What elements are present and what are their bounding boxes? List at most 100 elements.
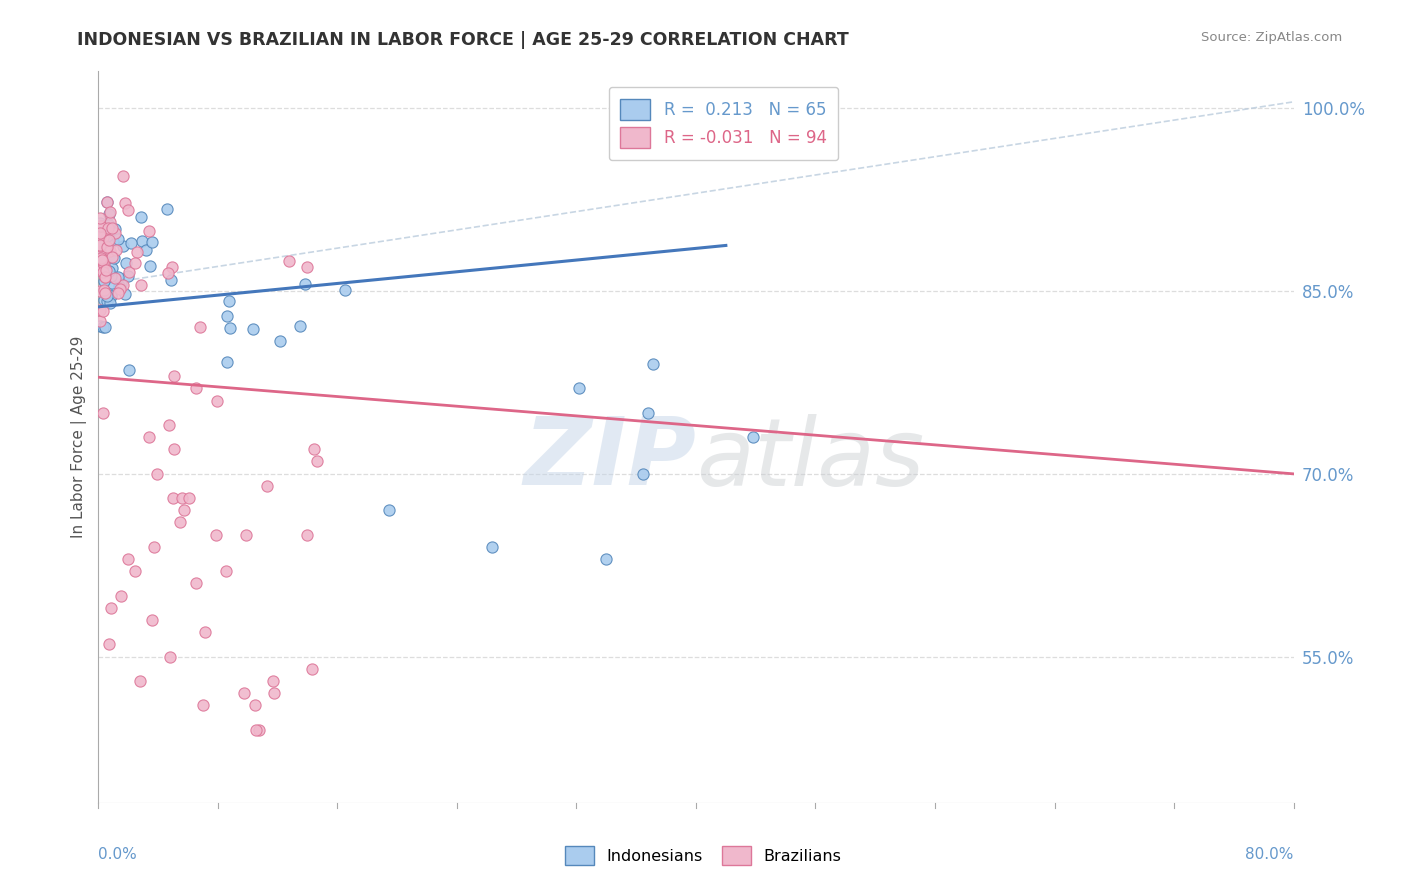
Point: [89, 303, 111, 318]
Point: [107, 270, 129, 285]
Text: ZIP: ZIP: [523, 413, 696, 505]
Point: [262, 673, 284, 688]
Point: [94, 286, 117, 301]
Point: [89, 228, 111, 243]
Point: [157, 266, 180, 280]
Point: [90, 235, 112, 250]
Point: [98, 215, 121, 229]
Point: [90, 252, 112, 266]
Point: [100, 268, 122, 283]
Point: [96, 289, 118, 303]
Point: [98, 637, 121, 651]
Point: [96, 194, 118, 209]
Point: [96, 194, 118, 209]
Point: [89, 254, 111, 268]
Point: [290, 318, 312, 333]
Point: [131, 210, 153, 224]
Point: [129, 277, 152, 292]
Point: [142, 540, 165, 554]
Point: [173, 503, 195, 517]
Point: [637, 406, 659, 420]
Point: [219, 321, 242, 335]
Point: [191, 698, 214, 713]
Point: [135, 243, 157, 257]
Point: [110, 277, 132, 291]
Point: [91, 219, 114, 234]
Point: [89, 314, 111, 328]
Point: [98, 204, 121, 219]
Point: [186, 381, 208, 395]
Point: [184, 576, 207, 591]
Point: [96, 229, 118, 244]
Y-axis label: In Labor Force | Age 25-29: In Labor Force | Age 25-29: [72, 336, 87, 538]
Point: [205, 393, 228, 408]
Point: [94, 270, 117, 285]
Point: [89, 245, 111, 260]
Point: [295, 260, 318, 275]
Point: [90, 252, 112, 267]
Point: [741, 430, 763, 444]
Point: [91, 265, 114, 279]
Point: [162, 491, 184, 505]
Text: 80.0%: 80.0%: [1246, 847, 1294, 862]
Point: [301, 662, 323, 676]
Point: [218, 294, 240, 309]
Point: [91, 320, 114, 334]
Point: [333, 283, 356, 297]
Point: [101, 234, 124, 248]
Text: 0.0%: 0.0%: [98, 847, 138, 862]
Point: [100, 287, 122, 301]
Text: INDONESIAN VS BRAZILIAN IN LABOR FORCE | AGE 25-29 CORRELATION CHART: INDONESIAN VS BRAZILIAN IN LABOR FORCE |…: [77, 31, 849, 49]
Point: [278, 253, 301, 268]
Point: [100, 276, 122, 290]
Point: [98, 247, 121, 261]
Point: [89, 227, 111, 241]
Point: [568, 381, 591, 395]
Point: [146, 467, 169, 481]
Point: [94, 270, 117, 285]
Point: [118, 265, 141, 279]
Point: [100, 250, 122, 264]
Point: [98, 295, 121, 310]
Point: [112, 239, 135, 253]
Point: [91, 265, 114, 279]
Point: [94, 263, 117, 277]
Point: [643, 357, 665, 371]
Point: [127, 245, 149, 260]
Point: [104, 226, 127, 240]
Point: [129, 673, 152, 688]
Point: [117, 362, 139, 376]
Point: [138, 430, 160, 444]
Point: [307, 454, 329, 468]
Point: [163, 442, 186, 457]
Point: [170, 491, 193, 505]
Point: [245, 723, 267, 737]
Point: [131, 234, 153, 248]
Point: [93, 230, 115, 244]
Point: [124, 564, 146, 578]
Point: [101, 261, 124, 276]
Point: [188, 320, 211, 334]
Point: [94, 320, 117, 334]
Point: [269, 334, 291, 348]
Point: [89, 284, 111, 298]
Point: [114, 256, 136, 270]
Point: [124, 256, 146, 270]
Point: [110, 281, 132, 295]
Point: [481, 540, 503, 554]
Point: [112, 169, 135, 183]
Point: [90, 263, 112, 277]
Legend: R =  0.213   N = 65, R = -0.031   N = 94: R = 0.213 N = 65, R = -0.031 N = 94: [609, 87, 838, 160]
Point: [159, 649, 181, 664]
Point: [169, 516, 191, 530]
Point: [160, 260, 183, 274]
Point: [96, 240, 118, 254]
Point: [114, 196, 136, 211]
Point: [89, 219, 111, 234]
Point: [91, 406, 114, 420]
Point: [93, 233, 115, 247]
Point: [141, 613, 163, 627]
Point: [93, 257, 115, 271]
Point: [110, 589, 132, 603]
Point: [294, 277, 316, 292]
